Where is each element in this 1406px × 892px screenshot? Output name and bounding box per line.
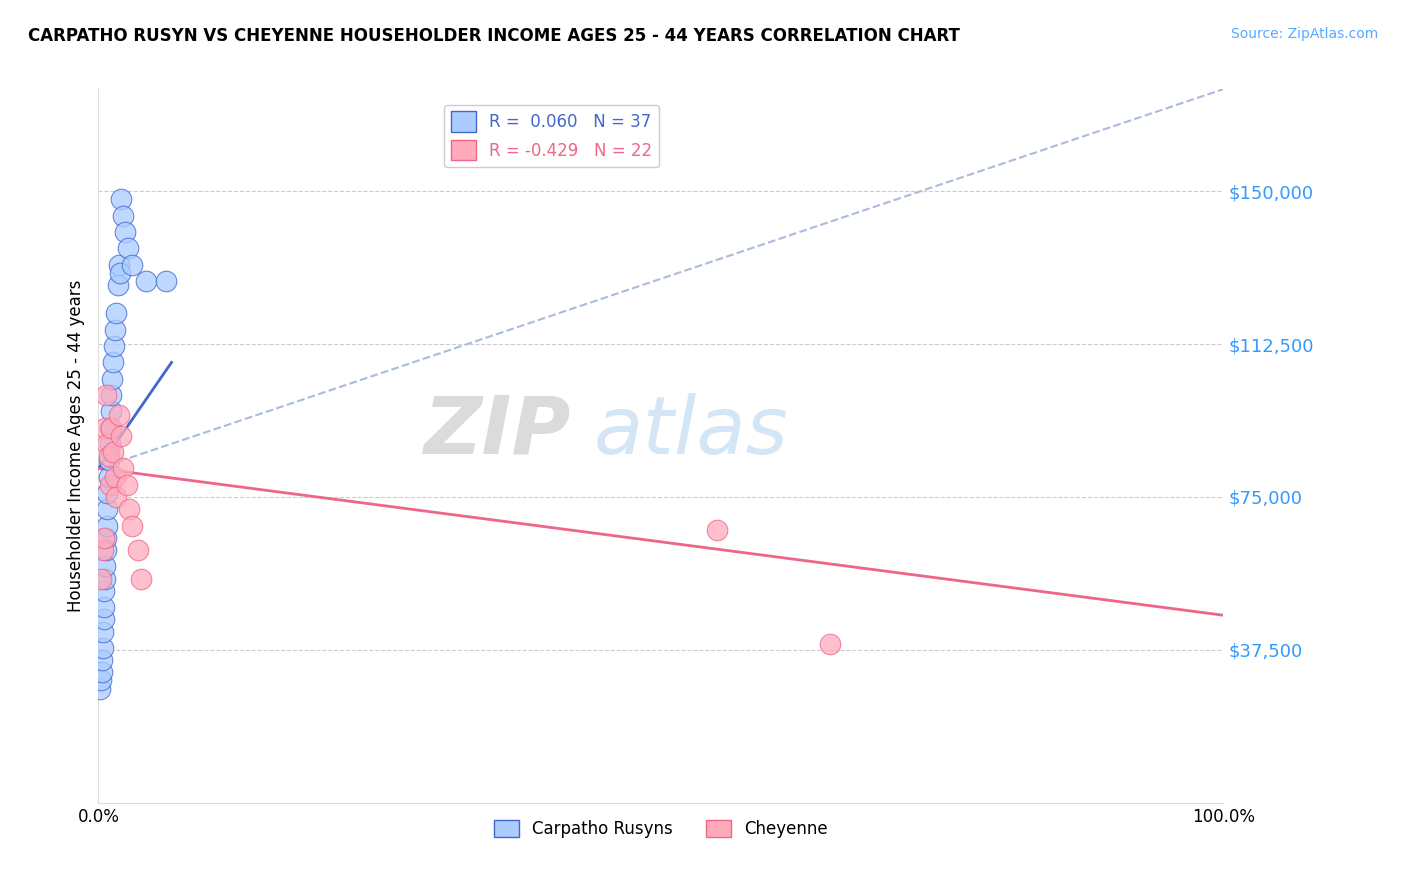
Point	[104, 323, 127, 337]
Point	[105, 306, 128, 320]
Point	[101, 355, 124, 369]
Point	[96, 437, 118, 451]
Point	[121, 258, 143, 272]
Point	[93, 612, 115, 626]
Point	[97, 469, 120, 483]
Point	[97, 449, 120, 463]
Point	[93, 583, 115, 598]
Point	[107, 277, 129, 292]
Point	[96, 543, 118, 558]
Point	[94, 559, 117, 574]
Point	[110, 429, 132, 443]
Point	[90, 673, 112, 688]
Legend: Carpatho Rusyns, Cheyenne: Carpatho Rusyns, Cheyenne	[486, 813, 835, 845]
Point	[90, 572, 112, 586]
Point	[97, 453, 120, 467]
Point	[94, 420, 117, 434]
Point	[121, 518, 143, 533]
Point	[93, 531, 115, 545]
Point	[115, 477, 138, 491]
Point	[94, 572, 117, 586]
Text: atlas: atlas	[593, 392, 789, 471]
Point	[101, 445, 124, 459]
Y-axis label: Householder Income Ages 25 - 44 years: Householder Income Ages 25 - 44 years	[66, 280, 84, 612]
Point	[108, 266, 131, 280]
Text: Source: ZipAtlas.com: Source: ZipAtlas.com	[1230, 27, 1378, 41]
Point	[98, 437, 121, 451]
Point	[107, 258, 129, 272]
Point	[100, 388, 122, 402]
Point	[127, 543, 149, 558]
Point	[96, 502, 118, 516]
Point	[112, 209, 135, 223]
Point	[117, 241, 139, 255]
Point	[112, 461, 135, 475]
Text: CARPATHO RUSYN VS CHEYENNE HOUSEHOLDER INCOME AGES 25 - 44 YEARS CORRELATION CHA: CARPATHO RUSYN VS CHEYENNE HOUSEHOLDER I…	[28, 27, 960, 45]
Point	[89, 681, 111, 696]
Point	[129, 572, 152, 586]
Point	[105, 490, 128, 504]
Point	[110, 192, 132, 206]
Point	[96, 388, 118, 402]
Point	[96, 518, 118, 533]
Point	[98, 420, 121, 434]
Point	[93, 600, 115, 615]
Point	[118, 502, 141, 516]
Point	[100, 420, 122, 434]
Point	[107, 409, 129, 423]
Point	[818, 637, 841, 651]
Point	[90, 665, 112, 680]
Point	[98, 477, 121, 491]
Point	[114, 225, 136, 239]
Point	[103, 339, 125, 353]
Point	[100, 404, 122, 418]
Point	[91, 640, 114, 655]
Point	[104, 469, 127, 483]
Point	[155, 274, 177, 288]
Point	[135, 274, 157, 288]
Point	[96, 531, 118, 545]
Point	[90, 653, 112, 667]
Point	[91, 543, 114, 558]
Point	[96, 486, 118, 500]
Text: ZIP: ZIP	[423, 392, 571, 471]
Point	[706, 523, 728, 537]
Point	[101, 372, 124, 386]
Point	[91, 624, 114, 639]
